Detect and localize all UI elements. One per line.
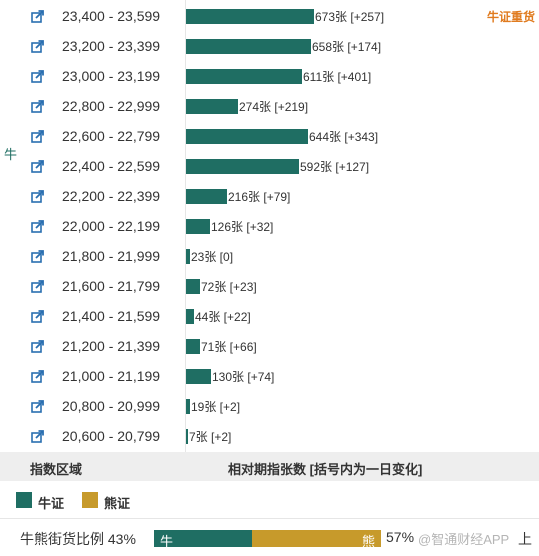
legend-bear: 熊证 xyxy=(104,496,131,511)
axis-line xyxy=(185,0,186,452)
count-bar xyxy=(186,429,188,444)
count-label: 44张 [+22] xyxy=(195,310,251,324)
trailing-text: 上 xyxy=(518,531,532,547)
external-link-icon[interactable] xyxy=(31,100,44,113)
index-range: 23,200 - 23,399 xyxy=(62,38,161,54)
index-range: 22,600 - 22,799 xyxy=(62,128,161,144)
table-row: 20,600 - 20,799 7张 [+2] xyxy=(0,421,539,451)
external-link-icon[interactable] xyxy=(31,220,44,233)
ratio-label: 牛熊街货比例 43% xyxy=(20,531,136,547)
bull-side-label: 牛 xyxy=(4,147,18,162)
legend-bull: 牛证 xyxy=(38,496,65,511)
count-bar xyxy=(186,189,227,204)
external-link-icon[interactable] xyxy=(31,340,44,353)
ratio-bull-short: 牛 xyxy=(160,534,174,547)
count-bar xyxy=(186,129,308,144)
external-link-icon[interactable] xyxy=(31,10,44,23)
table-row: 22,200 - 22,399 216张 [+79] xyxy=(0,181,539,211)
count-label: 7张 [+2] xyxy=(189,430,232,444)
index-range: 21,200 - 21,399 xyxy=(62,338,161,354)
table-row: 21,400 - 21,599 44张 [+22] xyxy=(0,301,539,331)
bull-heavy-tag: 牛证重货 xyxy=(486,10,535,24)
index-range: 20,600 - 20,799 xyxy=(62,428,161,444)
count-bar xyxy=(186,249,190,264)
count-label: 130张 [+74] xyxy=(212,370,275,384)
header-relative-count: 相对期指张数 [括号内为一日变化] xyxy=(228,462,423,477)
table-row: 22,400 - 22,599 592张 [+127] xyxy=(0,151,539,181)
count-bar xyxy=(186,339,200,354)
index-range: 23,000 - 23,199 xyxy=(62,68,161,84)
index-range: 21,600 - 21,799 xyxy=(62,278,161,294)
count-label: 72张 [+23] xyxy=(201,280,257,294)
external-link-icon[interactable] xyxy=(31,430,44,443)
ratio-bar: 牛 熊 xyxy=(154,530,381,547)
external-link-icon[interactable] xyxy=(31,400,44,413)
index-range: 23,400 - 23,599 xyxy=(62,8,161,24)
table-row: 22,000 - 22,199 126张 [+32] xyxy=(0,211,539,241)
table-row: 22,800 - 22,999 274张 [+219] xyxy=(0,91,539,121)
external-link-icon[interactable] xyxy=(31,370,44,383)
external-link-icon[interactable] xyxy=(31,40,44,53)
bull-bear-ratio: 牛熊街货比例 43% 牛 熊 57% @智通财经APP 上 xyxy=(0,526,539,550)
bull-swatch xyxy=(16,492,32,508)
count-bar xyxy=(186,9,314,24)
index-range: 22,200 - 22,399 xyxy=(62,188,161,204)
count-bar xyxy=(186,99,238,114)
bear-swatch xyxy=(82,492,98,508)
external-link-icon[interactable] xyxy=(31,250,44,263)
table-row: 23,000 - 23,199 611张 [+401] xyxy=(0,61,539,91)
count-label: 126张 [+32] xyxy=(211,220,274,234)
index-range: 21,800 - 21,999 xyxy=(62,248,161,264)
table-row: 21,800 - 21,999 23张 [0] xyxy=(0,241,539,271)
count-label: 19张 [+2] xyxy=(191,400,241,414)
count-bar xyxy=(186,219,210,234)
table-row: 21,600 - 21,799 72张 [+23] xyxy=(0,271,539,301)
count-bar xyxy=(186,309,194,324)
count-bar xyxy=(186,369,211,384)
count-label: 658张 [+174] xyxy=(312,40,382,54)
count-bar xyxy=(186,159,299,174)
ratio-bear-short: 熊 xyxy=(361,534,375,547)
legend: 牛证 熊证 xyxy=(0,486,539,514)
count-label: 71张 [+66] xyxy=(201,340,257,354)
header-index-range: 指数区域 xyxy=(30,462,83,477)
ratio-bull-fill xyxy=(154,530,252,547)
count-bar xyxy=(186,69,302,84)
index-range: 22,800 - 22,999 xyxy=(62,98,161,114)
count-label: 274张 [+219] xyxy=(239,100,309,114)
bear-percentage: 57% xyxy=(386,529,415,545)
table-row: 22,600 - 22,799 644张 [+343] xyxy=(0,121,539,151)
count-label: 23张 [0] xyxy=(191,250,234,264)
external-link-icon[interactable] xyxy=(31,280,44,293)
external-link-icon[interactable] xyxy=(31,190,44,203)
table-row: 23,200 - 23,399 658张 [+174] xyxy=(0,31,539,61)
count-bar xyxy=(186,279,200,294)
index-range: 21,400 - 21,599 xyxy=(62,308,161,324)
index-range: 22,000 - 22,199 xyxy=(62,218,161,234)
watermark: @智通财经APP xyxy=(418,532,510,547)
external-link-icon[interactable] xyxy=(31,130,44,143)
count-label: 592张 [+127] xyxy=(300,160,370,174)
count-label: 673张 [+257] xyxy=(315,10,385,24)
table-header: 指数区域 相对期指张数 [括号内为一日变化] xyxy=(0,452,539,481)
count-label: 611张 [+401] xyxy=(303,70,372,84)
count-label: 216张 [+79] xyxy=(228,190,291,204)
external-link-icon[interactable] xyxy=(31,160,44,173)
table-row: 23,400 - 23,599 673张 [+257] xyxy=(0,1,539,31)
table-row: 21,000 - 21,199 130张 [+74] xyxy=(0,361,539,391)
count-bar xyxy=(186,399,190,414)
external-link-icon[interactable] xyxy=(31,310,44,323)
count-bar xyxy=(186,39,311,54)
table-row: 21,200 - 21,399 71张 [+66] xyxy=(0,331,539,361)
table-row: 20,800 - 20,999 19张 [+2] xyxy=(0,391,539,421)
index-range: 21,000 - 21,199 xyxy=(62,368,161,384)
count-label: 644张 [+343] xyxy=(309,130,379,144)
divider xyxy=(0,518,539,519)
index-range: 22,400 - 22,599 xyxy=(62,158,161,174)
external-link-icon[interactable] xyxy=(31,70,44,83)
index-range: 20,800 - 20,999 xyxy=(62,398,161,414)
